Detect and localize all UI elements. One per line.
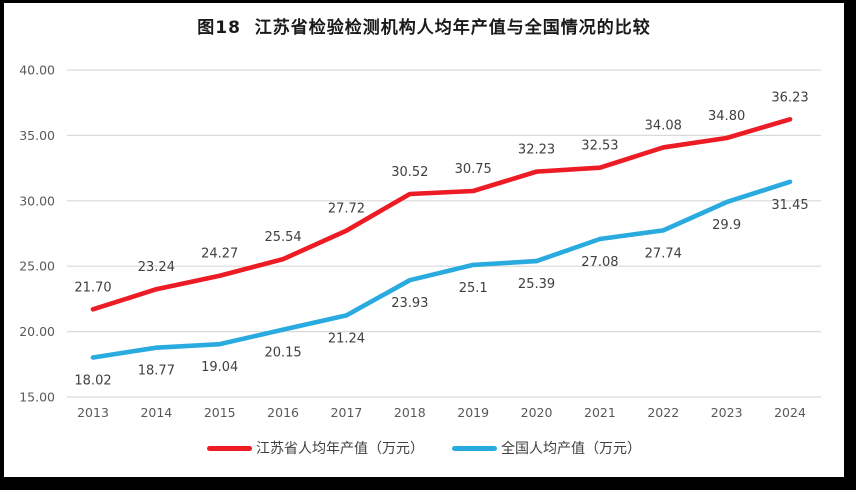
x-tick-label: 2016 xyxy=(267,405,299,420)
data-label: 27.74 xyxy=(645,246,682,261)
legend-swatch-jiangsu-line xyxy=(207,445,252,451)
x-tick-label: 2014 xyxy=(140,405,172,420)
data-label: 30.52 xyxy=(391,165,428,180)
data-label: 20.15 xyxy=(264,346,301,361)
data-label: 29.9 xyxy=(712,218,741,233)
chart-title: 图18 江苏省检验检测机构人均年产值与全国情况的比较 xyxy=(197,18,651,38)
chart-legend: 江苏省人均年产值（万元） 全国人均产值（万元） xyxy=(4,438,844,458)
x-tick-label: 2024 xyxy=(774,405,806,420)
legend-label-national: 全国人均产值（万元） xyxy=(501,441,641,457)
data-label: 24.27 xyxy=(201,247,238,262)
x-tick-label: 2013 xyxy=(77,405,109,420)
x-tick-label: 2018 xyxy=(394,405,426,420)
x-tick-label: 2022 xyxy=(647,405,679,420)
data-label: 25.54 xyxy=(264,230,301,245)
y-tick-label: 15.00 xyxy=(19,390,55,405)
x-tick-label: 2020 xyxy=(521,405,553,420)
data-label: 21.70 xyxy=(74,280,111,295)
data-label: 23.24 xyxy=(138,260,175,275)
series-line-1 xyxy=(90,179,793,360)
data-label: 30.75 xyxy=(455,162,492,177)
data-label: 25.1 xyxy=(459,281,488,296)
data-label: 21.24 xyxy=(328,331,365,346)
data-label: 31.45 xyxy=(771,198,808,213)
data-label: 19.04 xyxy=(201,360,238,375)
data-label: 25.39 xyxy=(518,277,555,292)
y-tick-label: 20.00 xyxy=(19,324,55,339)
chart-container: 图18 江苏省检验检测机构人均年产值与全国情况的比较 40.00 35.00 30.… xyxy=(4,3,844,477)
data-label: 34.08 xyxy=(645,118,682,133)
y-tick-label: 30.00 xyxy=(19,193,55,208)
data-label: 36.23 xyxy=(771,90,808,105)
y-tick-label: 40.00 xyxy=(19,63,55,78)
x-tick-label: 2015 xyxy=(204,405,236,420)
data-label: 27.72 xyxy=(328,202,365,217)
data-label: 23.93 xyxy=(391,296,428,311)
data-label: 32.23 xyxy=(518,143,555,158)
plot-svg: 40.00 35.00 30.00 25.00 20.00 15.00 2013 2014 20… xyxy=(19,63,821,420)
data-label: 27.08 xyxy=(581,255,618,270)
y-tick-label: 25.00 xyxy=(19,259,55,274)
x-tick-label: 2019 xyxy=(457,405,489,420)
data-label: 18.02 xyxy=(74,373,111,388)
data-label: 34.80 xyxy=(708,109,745,124)
x-tick-label: 2021 xyxy=(584,405,616,420)
y-tick-label: 35.00 xyxy=(19,128,55,143)
series-line-0 xyxy=(90,117,793,312)
legend-swatch-national-line xyxy=(452,445,497,451)
data-label: 32.53 xyxy=(581,139,618,154)
data-label: 18.77 xyxy=(138,364,175,379)
legend-label-jiangsu: 江苏省人均年产值（万元） xyxy=(256,441,424,457)
x-tick-label: 2017 xyxy=(331,405,363,420)
x-tick-label: 2023 xyxy=(711,405,743,420)
legend-item-national: 全国人均产值（万元） xyxy=(452,438,641,458)
legend-item-jiangsu: 江苏省人均年产值（万元） xyxy=(207,438,424,458)
